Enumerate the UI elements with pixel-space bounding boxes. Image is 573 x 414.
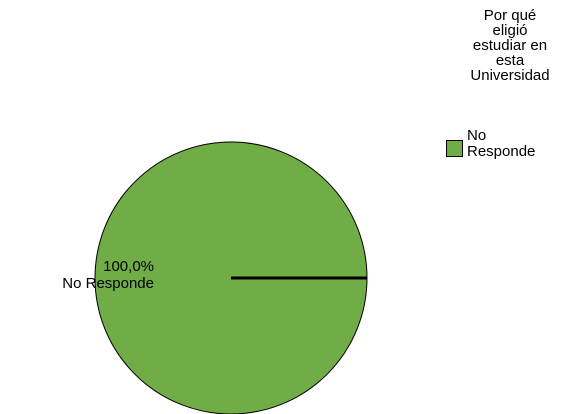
slice-percent-label: 100,0% [103, 258, 154, 275]
legend-entry: No Responde [446, 128, 535, 160]
slice-category-label: No Responde [62, 275, 154, 292]
legend-title: Por qué eligió estudiar en esta Universi… [470, 7, 550, 84]
slice-data-label: 100,0% No Responde [14, 258, 154, 292]
legend-label: No Responde [467, 127, 536, 160]
legend-swatch [446, 140, 463, 157]
